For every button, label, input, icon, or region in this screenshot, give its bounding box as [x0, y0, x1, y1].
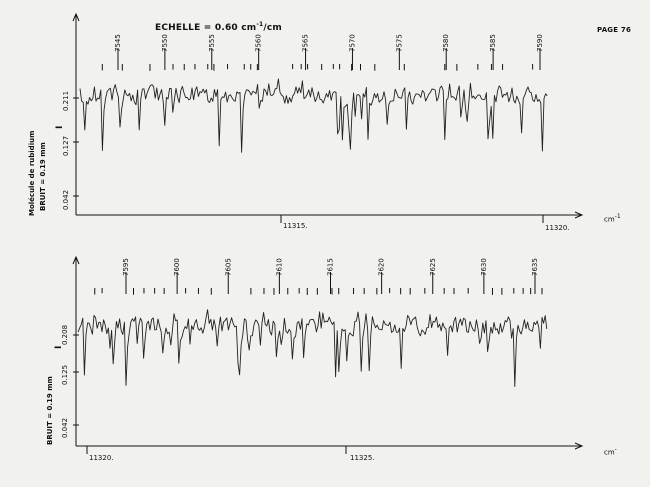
top-xlabel-1: 11315.	[283, 222, 308, 230]
top-unit: cm-1	[604, 213, 621, 224]
bot-line-label-7620: 7620	[378, 258, 386, 276]
scale-label: ECHELLE = 0.60 cm-1/cm	[155, 21, 282, 33]
bottom-xlabel-1: 11320.	[89, 454, 114, 462]
bot-spectrum-trace	[77, 309, 548, 387]
bot-line-label-7615: 7615	[327, 258, 335, 276]
top-x-arrow	[574, 211, 584, 219]
top-line-label-7560: 7560	[255, 34, 263, 52]
bot-line-label-7625: 7625	[429, 258, 437, 276]
top-line-label-7570: 7570	[348, 34, 356, 52]
top-line-label-7580: 7580	[442, 34, 450, 52]
top-line-label-7585: 7585	[489, 34, 497, 52]
bottom-unit: cm-	[604, 446, 617, 457]
bot-line-label-7595: 7595	[122, 258, 130, 276]
bot-line-label-7630: 7630	[480, 258, 488, 276]
top-line-label-7555: 7555	[208, 34, 216, 52]
bot-line-label-7635: 7635	[531, 258, 539, 276]
page-number: PAGE 76	[597, 26, 632, 34]
top-line-label-7590: 7590	[536, 34, 544, 52]
top-line-label-7575: 7575	[395, 34, 403, 52]
top-y-arrow	[72, 12, 80, 22]
bot-line-label-7605: 7605	[224, 258, 232, 276]
bot-x-arrow	[574, 442, 584, 450]
top-spectrum-trace	[79, 78, 548, 153]
bot-line-label-7610: 7610	[275, 258, 283, 276]
top-line-label-7565: 7565	[302, 34, 310, 52]
bot-line-label-7600: 7600	[173, 258, 181, 276]
top-line-label-7550: 7550	[161, 34, 169, 52]
bottom-xlabel-2: 11325.	[350, 454, 375, 462]
bot-y-arrow	[72, 255, 80, 265]
top-line-label-7545: 7545	[114, 34, 122, 52]
top-xlabel-2: 11320.	[545, 224, 570, 232]
